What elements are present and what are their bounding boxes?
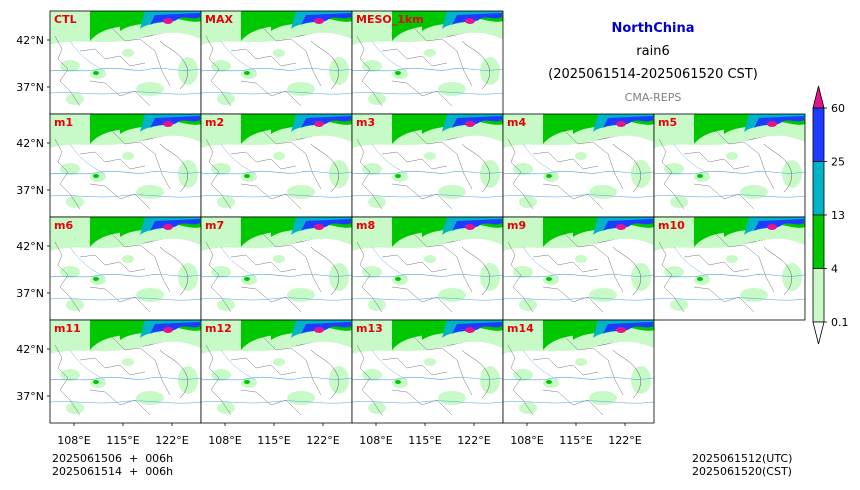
lon-tick-label: 122°E [457, 434, 490, 447]
init-time-utc: 2025061506 + 006h [52, 452, 174, 465]
lon-tick-label: 115°E [106, 434, 139, 447]
panel-label: m4 [507, 116, 526, 129]
colorbar-level-label: 13 [831, 209, 845, 222]
panel-label: m1 [54, 116, 73, 129]
lat-tick-label: 37°N [16, 81, 44, 94]
lon-tick-label: 122°E [608, 434, 641, 447]
lon-tick-label: 122°E [306, 434, 339, 447]
colorbar-segment [812, 214, 825, 269]
map-panel: m5 [653, 113, 806, 218]
map-panel: m1 [49, 113, 202, 218]
panel-label: MESO_1km [356, 13, 424, 26]
map-panel: m3 [351, 113, 504, 218]
lon-tick-label: 108°E [359, 434, 392, 447]
panel-label: MAX [205, 13, 233, 26]
map-panel: m6 [49, 216, 202, 321]
map-panel: m11 [49, 319, 202, 424]
colorbar-level-label: 60 [831, 102, 845, 115]
map-panel: m12 [200, 319, 353, 424]
map-panel: m14 [502, 319, 655, 424]
product-name: rain6 [636, 44, 670, 59]
model-name: CMA-REPS [624, 91, 682, 104]
map-panel: m9 [502, 216, 655, 321]
panel-label: CTL [54, 13, 77, 26]
panel-label: m9 [507, 219, 526, 232]
colorbar-level-label: 0.1 [831, 316, 849, 329]
map-panel: m8 [351, 216, 504, 321]
lat-tick-label: 37°N [16, 287, 44, 300]
colorbar-segment [812, 268, 825, 323]
panel-label: m11 [54, 322, 81, 335]
forecast-period: (2025061514-2025061520 CST) [548, 67, 758, 82]
map-panel: CTL [49, 10, 202, 115]
map-panel: m2 [200, 113, 353, 218]
colorbar: 0.1 4 13 25 60 [812, 85, 849, 345]
lat-tick-label: 37°N [16, 390, 44, 403]
colorbar-segment [812, 107, 825, 162]
init-time-cst: 2025061514 + 006h [52, 465, 174, 478]
map-panel: MAX [200, 10, 353, 115]
panel-label: m5 [658, 116, 677, 129]
panel-label: m13 [356, 322, 383, 335]
valid-time-utc: 2025061512(UTC) [692, 452, 793, 465]
valid-time-cst: 2025061520(CST) [692, 465, 792, 478]
panel-label: m3 [356, 116, 375, 129]
panel-label: m7 [205, 219, 224, 232]
lat-tick-label: 37°N [16, 184, 44, 197]
lon-tick-label: 108°E [208, 434, 241, 447]
map-panel: m10 [653, 216, 806, 321]
lat-tick-label: 42°N [16, 34, 44, 47]
lon-tick-label: 108°E [510, 434, 543, 447]
lat-tick-label: 42°N [16, 240, 44, 253]
lon-tick-label: 115°E [408, 434, 441, 447]
map-panel: MESO_1km [351, 10, 504, 115]
colorbar-segment [812, 161, 825, 216]
map-panel: m13 [351, 319, 504, 424]
colorbar-extend-min [812, 321, 825, 345]
panel-label: m10 [658, 219, 685, 232]
panel-label: m8 [356, 219, 375, 232]
lat-tick-label: 42°N [16, 343, 44, 356]
map-panel: m7 [200, 216, 353, 321]
colorbar-extend-max [812, 85, 825, 109]
region-title: NorthChina [611, 21, 695, 36]
colorbar-level-label: 25 [831, 156, 845, 169]
lon-tick-label: 115°E [559, 434, 592, 447]
panel-label: m12 [205, 322, 232, 335]
colorbar-level-label: 4 [831, 263, 838, 276]
map-panel: m4 [502, 113, 655, 218]
lat-tick-label: 42°N [16, 137, 44, 150]
panel-label: m2 [205, 116, 224, 129]
panel-label: m6 [54, 219, 73, 232]
lon-tick-label: 108°E [57, 434, 90, 447]
lon-tick-label: 115°E [257, 434, 290, 447]
panel-label: m14 [507, 322, 534, 335]
lon-tick-label: 122°E [155, 434, 188, 447]
